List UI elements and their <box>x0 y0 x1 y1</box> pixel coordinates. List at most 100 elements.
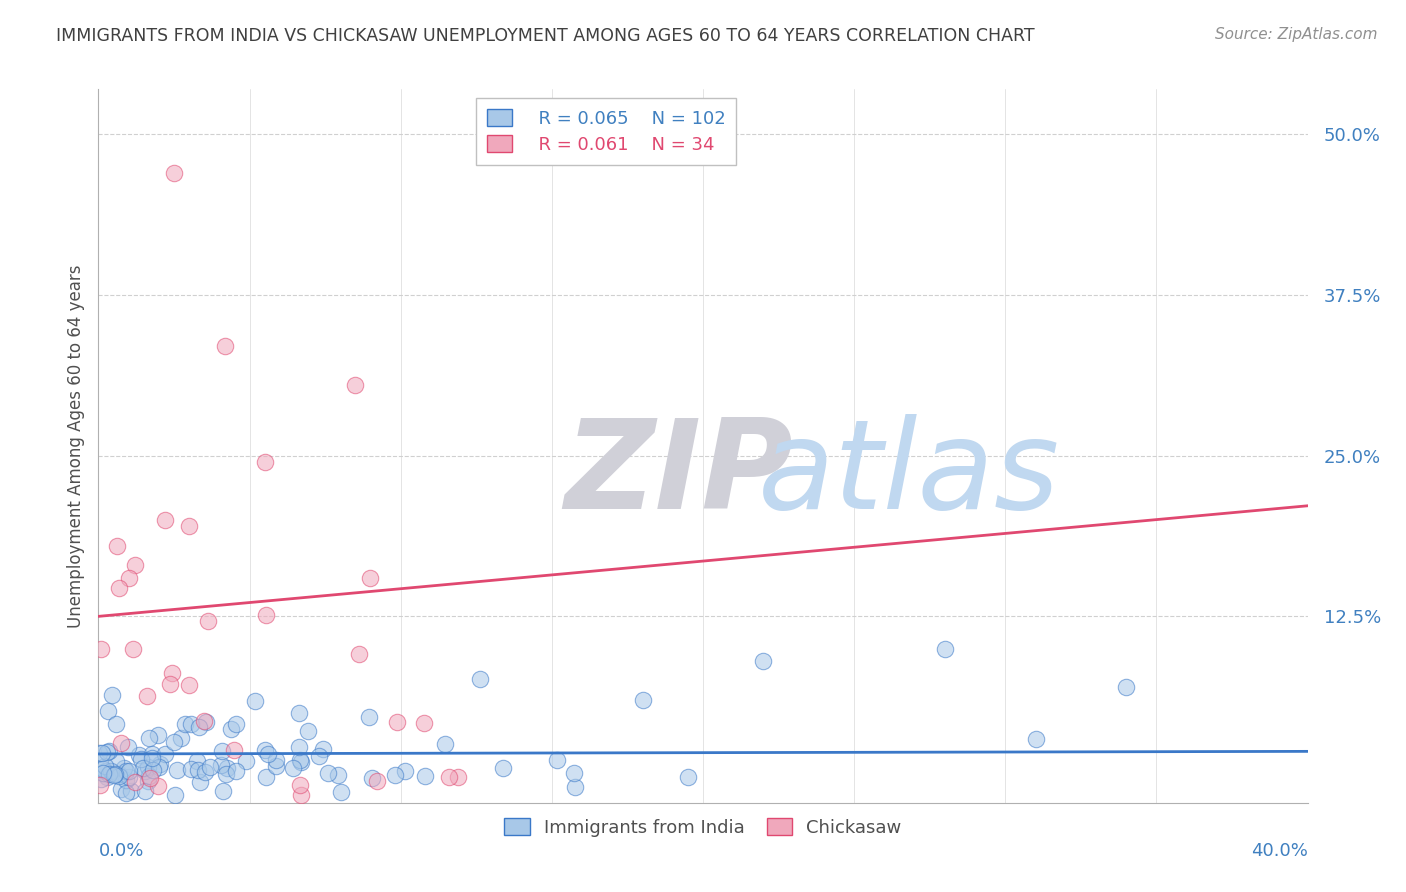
Point <box>141 747 163 761</box>
Point <box>148 728 170 742</box>
Point <box>179 678 201 692</box>
Point <box>257 747 280 761</box>
Point <box>159 676 181 690</box>
Point <box>179 519 201 533</box>
Point <box>752 654 775 668</box>
Point <box>124 558 146 572</box>
Point <box>312 742 335 756</box>
Point <box>288 740 311 755</box>
Point <box>631 693 654 707</box>
Point <box>170 731 193 745</box>
Point <box>138 769 160 783</box>
Point <box>103 768 125 782</box>
Point <box>366 773 388 788</box>
Point <box>131 752 153 766</box>
Point <box>492 761 515 775</box>
Point <box>360 571 382 585</box>
Point <box>235 754 257 768</box>
Point <box>288 754 311 768</box>
Point <box>344 378 367 392</box>
Point <box>214 767 236 781</box>
Point <box>162 665 184 680</box>
Point <box>136 773 159 788</box>
Point <box>174 717 197 731</box>
Point <box>149 757 172 772</box>
Point <box>934 641 956 656</box>
Point <box>136 689 159 703</box>
Point <box>108 769 131 783</box>
Point <box>308 749 330 764</box>
Point <box>97 704 120 718</box>
Point <box>115 764 138 778</box>
Point <box>139 772 162 786</box>
Point <box>180 717 202 731</box>
Point <box>290 788 312 802</box>
Point <box>384 768 406 782</box>
Point <box>118 571 141 585</box>
Point <box>214 339 236 353</box>
Point <box>96 745 118 759</box>
Point <box>153 513 176 527</box>
Point <box>104 716 127 731</box>
Point <box>155 747 177 761</box>
Point <box>564 780 586 795</box>
Point <box>347 647 370 661</box>
Point <box>195 714 218 729</box>
Point <box>211 744 233 758</box>
Point <box>146 779 169 793</box>
Point <box>188 775 211 789</box>
Point <box>97 766 120 780</box>
Point <box>225 764 247 778</box>
Point <box>330 785 353 799</box>
Point <box>193 714 215 728</box>
Point <box>254 770 277 784</box>
Point <box>222 743 245 757</box>
Point <box>288 778 311 792</box>
Point <box>110 782 132 797</box>
Point <box>90 641 112 656</box>
Point <box>110 736 132 750</box>
Point <box>112 760 135 774</box>
Text: 40.0%: 40.0% <box>1251 842 1308 860</box>
Point <box>138 731 160 745</box>
Point <box>316 765 339 780</box>
Point <box>105 539 128 553</box>
Point <box>194 765 217 780</box>
Point <box>447 771 470 785</box>
Text: Source: ZipAtlas.com: Source: ZipAtlas.com <box>1215 27 1378 42</box>
Point <box>100 764 122 778</box>
Point <box>225 717 247 731</box>
Point <box>187 763 209 777</box>
Point <box>118 770 141 784</box>
Point <box>413 716 436 731</box>
Point <box>163 166 186 180</box>
Point <box>1115 680 1137 694</box>
Point <box>134 783 156 797</box>
Text: atlas: atlas <box>758 414 1060 535</box>
Point <box>200 760 222 774</box>
Text: IMMIGRANTS FROM INDIA VS CHICKASAW UNEMPLOYMENT AMONG AGES 60 TO 64 YEARS CORREL: IMMIGRANTS FROM INDIA VS CHICKASAW UNEMP… <box>56 27 1035 45</box>
Point <box>413 769 436 783</box>
Point <box>97 744 120 758</box>
Point <box>91 766 114 780</box>
Point <box>186 754 208 768</box>
Point <box>437 771 460 785</box>
Point <box>166 764 188 778</box>
Point <box>101 688 124 702</box>
Text: 0.0%: 0.0% <box>98 842 143 860</box>
Point <box>134 764 156 778</box>
Point <box>281 760 304 774</box>
Point <box>212 784 235 798</box>
Point <box>676 770 699 784</box>
Point <box>94 764 117 779</box>
Point <box>357 710 380 724</box>
Point <box>124 774 146 789</box>
Legend: Immigrants from India, Chickasaw: Immigrants from India, Chickasaw <box>498 811 908 844</box>
Point <box>253 455 276 469</box>
Point <box>217 761 239 775</box>
Point <box>1024 731 1046 746</box>
Point <box>209 757 232 772</box>
Point <box>468 672 491 686</box>
Point <box>128 748 150 763</box>
Point <box>104 767 127 781</box>
